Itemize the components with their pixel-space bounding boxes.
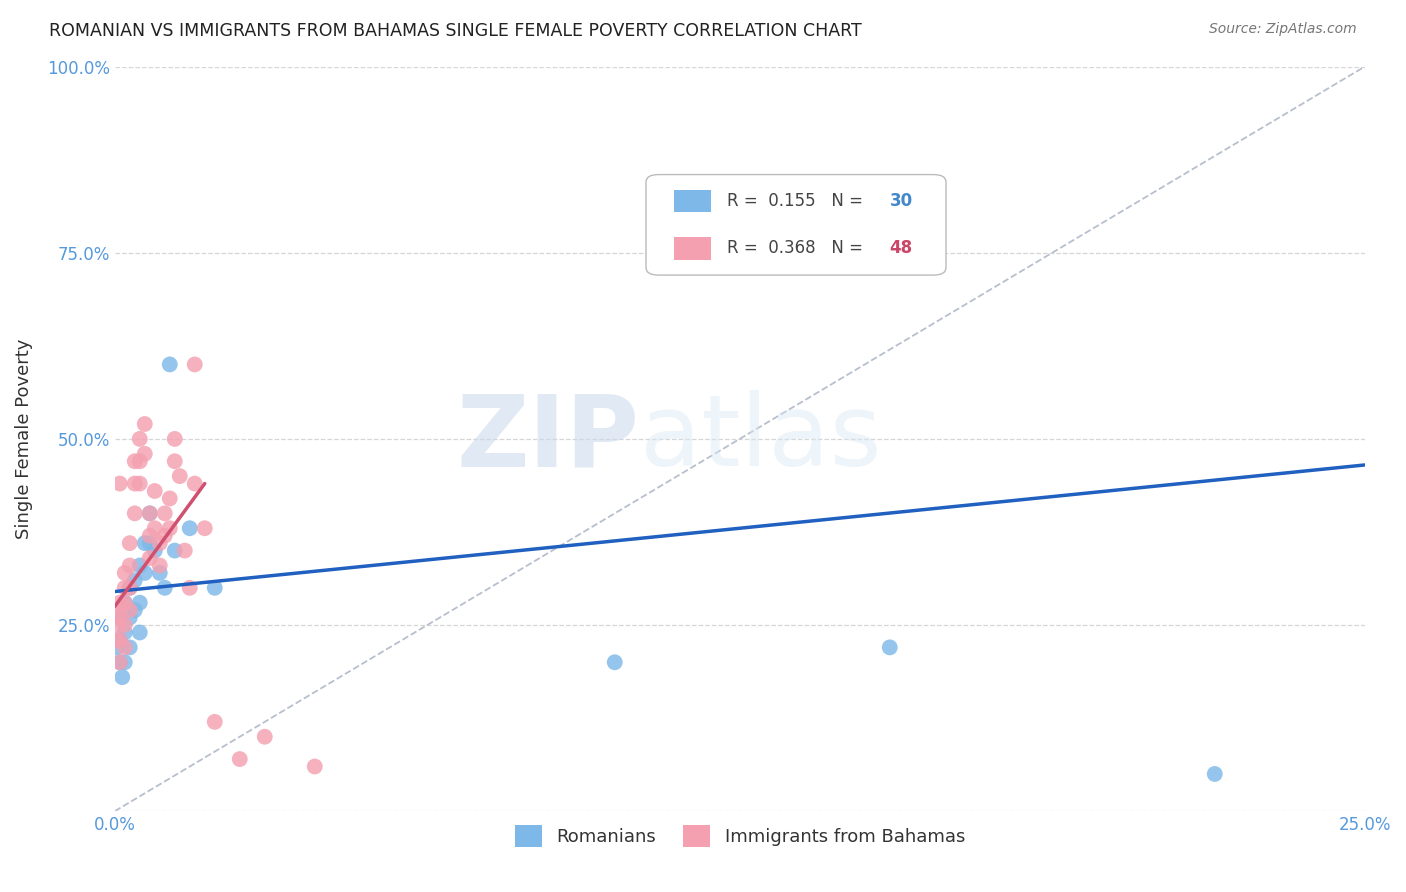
- Text: ROMANIAN VS IMMIGRANTS FROM BAHAMAS SINGLE FEMALE POVERTY CORRELATION CHART: ROMANIAN VS IMMIGRANTS FROM BAHAMAS SING…: [49, 22, 862, 40]
- Legend: Romanians, Immigrants from Bahamas: Romanians, Immigrants from Bahamas: [508, 818, 972, 855]
- Point: [134, 566, 156, 580]
- Point: [139, 507, 162, 521]
- Point: [114, 625, 136, 640]
- Point: [118, 610, 141, 624]
- Point: [111, 670, 134, 684]
- Point: [128, 596, 150, 610]
- Point: [114, 581, 136, 595]
- Point: [124, 507, 146, 521]
- Point: [149, 536, 172, 550]
- Point: [108, 632, 131, 647]
- Point: [163, 454, 186, 468]
- Point: [149, 566, 172, 580]
- Point: [134, 536, 156, 550]
- Point: [159, 358, 181, 372]
- Point: [118, 581, 141, 595]
- Text: Source: ZipAtlas.com: Source: ZipAtlas.com: [1209, 22, 1357, 37]
- Point: [124, 476, 146, 491]
- Point: [108, 655, 131, 669]
- Point: [139, 551, 162, 566]
- Text: R =  0.368   N =: R = 0.368 N =: [727, 239, 869, 258]
- Point: [153, 507, 176, 521]
- Point: [163, 432, 186, 446]
- Point: [179, 521, 201, 535]
- Point: [118, 581, 141, 595]
- Point: [173, 543, 195, 558]
- Point: [139, 536, 162, 550]
- Point: [114, 655, 136, 669]
- Point: [159, 521, 181, 535]
- Point: [108, 655, 131, 669]
- Point: [134, 447, 156, 461]
- Text: 30: 30: [890, 193, 912, 211]
- Point: [124, 454, 146, 468]
- Point: [128, 432, 150, 446]
- Point: [108, 610, 131, 624]
- Point: [149, 558, 172, 573]
- Point: [229, 752, 252, 766]
- Point: [159, 491, 181, 506]
- Point: [124, 574, 146, 588]
- Point: [114, 618, 136, 632]
- Point: [169, 469, 191, 483]
- Point: [204, 581, 226, 595]
- Point: [153, 529, 176, 543]
- Point: [153, 581, 176, 595]
- Point: [114, 640, 136, 655]
- Point: [139, 529, 162, 543]
- Point: [143, 543, 166, 558]
- Point: [118, 536, 141, 550]
- Point: [143, 483, 166, 498]
- Point: [114, 566, 136, 580]
- FancyBboxPatch shape: [673, 237, 711, 260]
- Point: [179, 581, 201, 595]
- Point: [118, 640, 141, 655]
- Point: [128, 454, 150, 468]
- Point: [118, 558, 141, 573]
- FancyBboxPatch shape: [645, 175, 946, 275]
- Point: [184, 358, 207, 372]
- Point: [194, 521, 217, 535]
- Text: R =  0.155   N =: R = 0.155 N =: [727, 193, 869, 211]
- Point: [107, 618, 129, 632]
- Text: ZIP: ZIP: [457, 391, 640, 487]
- Point: [139, 507, 162, 521]
- Point: [879, 640, 901, 655]
- Point: [163, 543, 186, 558]
- Point: [114, 596, 136, 610]
- Point: [108, 632, 131, 647]
- Point: [304, 759, 326, 773]
- Point: [128, 558, 150, 573]
- Point: [128, 625, 150, 640]
- Point: [105, 603, 128, 617]
- Text: 48: 48: [890, 239, 912, 258]
- Point: [204, 714, 226, 729]
- Point: [124, 603, 146, 617]
- FancyBboxPatch shape: [673, 190, 711, 212]
- Point: [108, 596, 131, 610]
- Point: [1204, 767, 1226, 781]
- Point: [114, 596, 136, 610]
- Point: [603, 655, 626, 669]
- Text: atlas: atlas: [640, 391, 882, 487]
- Point: [253, 730, 276, 744]
- Point: [118, 603, 141, 617]
- Point: [108, 610, 131, 624]
- Point: [134, 417, 156, 431]
- Point: [105, 632, 128, 647]
- Point: [105, 640, 128, 655]
- Point: [184, 476, 207, 491]
- Point: [128, 476, 150, 491]
- Point: [108, 476, 131, 491]
- Point: [143, 521, 166, 535]
- Y-axis label: Single Female Poverty: Single Female Poverty: [15, 339, 32, 539]
